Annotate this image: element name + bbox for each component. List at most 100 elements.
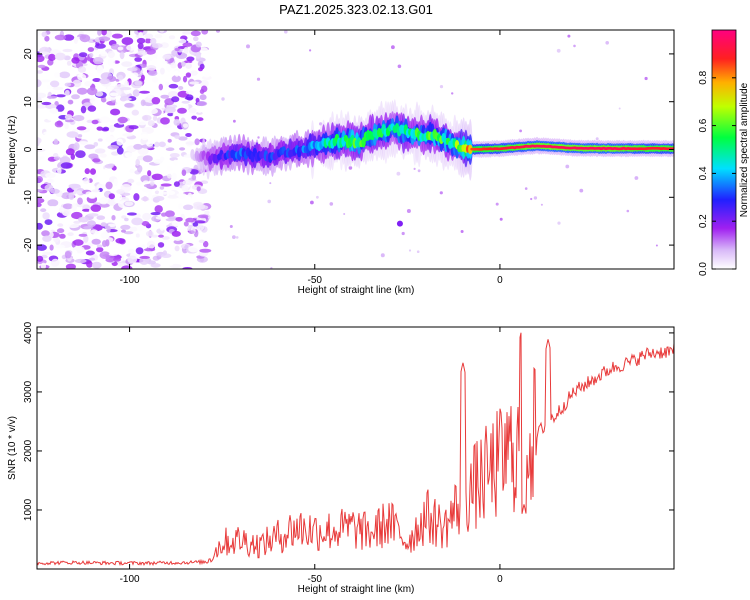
spectrogram-speckle — [565, 164, 570, 169]
spectrogram-noise-cell — [127, 178, 135, 184]
spectrogram-noise-cell — [124, 103, 134, 108]
spectrogram-noise-cell — [131, 72, 139, 78]
spectrogram-noise-cell — [57, 223, 64, 227]
spectrogram-noise-cell — [158, 191, 169, 195]
spectrogram-noise-cell — [64, 114, 73, 120]
spectrogram-noise-cell — [188, 245, 199, 253]
spectrogram-noise-cell — [171, 220, 181, 227]
spectrogram-speckle — [524, 187, 528, 190]
spectrogram-noise-cell — [40, 262, 46, 269]
spectrogram-noise-cell — [167, 164, 173, 173]
spectrogram-x-axis-label: Height of straight line (km) — [298, 285, 415, 296]
spectrogram-speckle — [626, 209, 630, 213]
spectrogram-noise-cell — [133, 193, 140, 201]
colorbar-ticks: 0.0 0.2 0.4 0.6 0.8 — [698, 70, 736, 276]
spectrogram-speckle — [495, 202, 499, 206]
spectrogram-noise-cell — [77, 73, 87, 81]
spectrogram-noise-cell — [66, 131, 79, 138]
spectrogram-noise-cell — [77, 141, 89, 145]
spectrogram-noise-cell — [137, 165, 143, 173]
spectrogram-noise-cell — [196, 111, 203, 115]
spectrogram-x-ticks: -100 -50 0 — [120, 30, 503, 286]
spectrogram-noise-cell — [124, 80, 129, 89]
spectrogram-noise-cell — [132, 89, 140, 97]
spectrogram-noise-cell — [124, 201, 134, 207]
spectrogram-noise-cell — [90, 168, 96, 175]
snr-x-axis-label: Height of straight line (km) — [298, 584, 415, 595]
spectrogram-noise-cell — [105, 97, 117, 101]
spectrogram-noise-cell — [37, 222, 43, 230]
spectrogram-noise-cell — [183, 204, 194, 211]
spectrogram-noise-cell — [37, 197, 45, 204]
spectrogram-y-tick-label: 20 — [23, 48, 34, 60]
spectrogram-noise-cell — [85, 250, 95, 256]
spectrogram-noise-cell — [160, 183, 172, 187]
spectrogram-noise-cell — [57, 167, 62, 175]
spectrogram-noise-cell — [173, 118, 181, 126]
spectrogram-speckle — [316, 195, 319, 199]
spectrogram-noise-cell — [140, 74, 145, 82]
spectrogram-noise-cell — [71, 94, 80, 100]
spectrogram-noise-cell — [87, 47, 95, 52]
spectrogram-noise-cell — [94, 43, 106, 49]
spectrogram-noise-cell — [174, 134, 181, 139]
spectrogram-noise-cell — [116, 189, 125, 195]
spectrogram-noise-cell — [199, 94, 207, 101]
spectrogram-noise-cell — [89, 52, 94, 58]
spectrogram-speckle — [557, 221, 561, 225]
spectrogram-noise-cell — [196, 186, 201, 192]
spectrogram-noise-cell — [195, 51, 202, 59]
spectrogram-noise-cell — [203, 240, 209, 248]
spectrogram-noise-cell — [201, 30, 209, 35]
spectrogram-speckle — [439, 191, 443, 195]
spectrogram-noise-cell — [178, 136, 188, 141]
spectrogram-noise-cell — [177, 107, 187, 114]
spectrogram-noise-cell — [92, 57, 104, 65]
spectrogram-noise-cell — [91, 119, 99, 125]
spectrogram-noise-cell — [37, 255, 44, 262]
spectrogram-speckle — [644, 76, 648, 81]
spectrogram-speckle — [417, 169, 421, 173]
colorbar-tick-label: 0.6 — [698, 118, 709, 132]
spectrogram-noise-cell — [37, 152, 41, 157]
spectrogram-noise-cell — [37, 31, 41, 37]
spectrogram-noise-cell — [54, 72, 60, 78]
spectrogram-noise-cell — [37, 137, 40, 146]
spectrogram-speckle — [397, 64, 402, 69]
spectrogram-noise-cell — [90, 229, 99, 234]
spectrogram-noise-cell — [106, 30, 113, 38]
spectrogram-noise-cell — [121, 265, 133, 269]
spectrogram-noise-cell — [171, 172, 177, 181]
spectrogram-noise-cell — [181, 169, 187, 176]
spectrogram-noise-cell — [135, 233, 140, 238]
spectrogram-noise-cell — [37, 182, 41, 188]
spectrogram-ridge — [190, 99, 674, 227]
spectrogram-noise-cell — [154, 190, 160, 195]
snr-y-tick-label: 4000 — [23, 321, 34, 344]
spectrogram-noise-cell — [167, 112, 174, 117]
spectrogram-noise-cell — [193, 36, 199, 42]
spectrogram-noise-cell — [80, 44, 89, 49]
spectrogram-noise-cell — [159, 156, 165, 162]
spectrogram-noise-cell — [141, 221, 150, 227]
spectrogram-noise-cell — [146, 240, 156, 249]
spectrogram-noise-cell — [37, 189, 43, 193]
spectrogram-speckle — [329, 202, 334, 206]
spectrogram-noise-cell — [143, 248, 156, 252]
spectrogram-noise-cell — [192, 222, 199, 227]
spectrogram-noise-cell — [165, 81, 170, 86]
spectrogram-y-tick-label: 10 — [23, 96, 34, 108]
spectrogram-speckle — [579, 188, 584, 193]
spectrogram-noise-cell — [68, 183, 81, 189]
spectrogram-noise-cell — [171, 75, 181, 83]
spectrogram-speckle — [439, 85, 444, 89]
spectrogram-noise-cell — [99, 153, 107, 158]
spectrogram-noise-cell — [160, 67, 165, 75]
spectrogram-noise-cell — [137, 50, 148, 56]
spectrogram-noise-cell — [86, 87, 98, 96]
spectrogram-noise-cell — [111, 33, 123, 39]
spectrogram-noise-cell — [77, 66, 87, 73]
spectrogram-noise-cell — [151, 173, 163, 180]
spectrogram-speckle — [269, 182, 272, 185]
spectrogram-noise-cell — [116, 138, 124, 146]
